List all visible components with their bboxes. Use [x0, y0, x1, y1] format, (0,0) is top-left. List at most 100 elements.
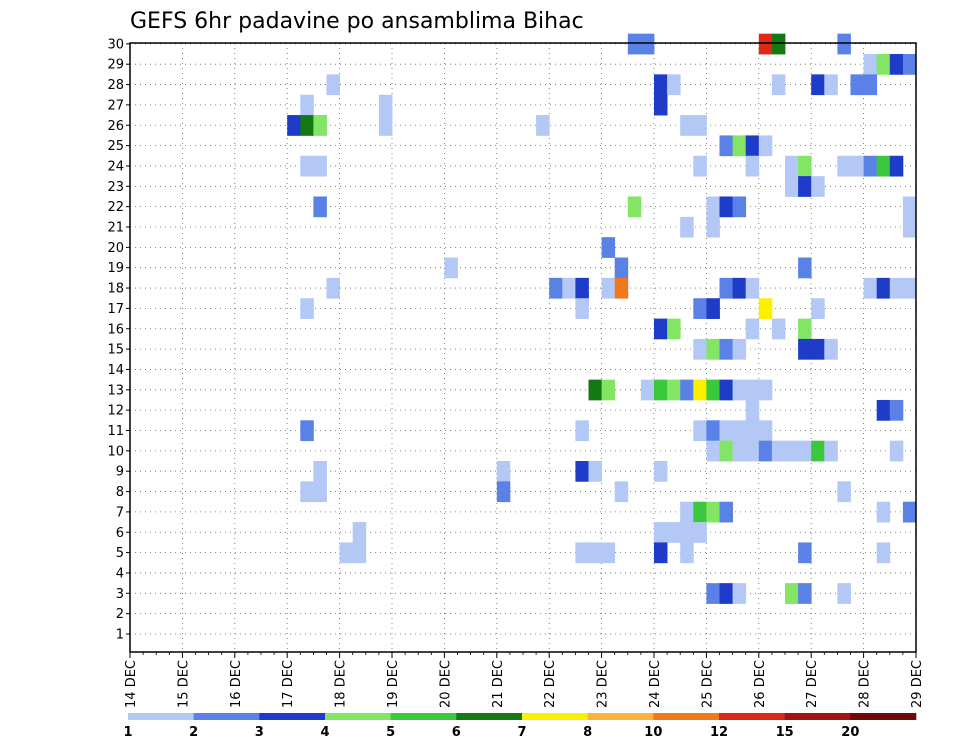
heatmap-cell: [876, 542, 891, 564]
heatmap-cell: [300, 115, 314, 136]
heatmap-cell: [876, 399, 891, 421]
x-tick-label: 25 DEC: [700, 660, 715, 708]
heatmap-cell: [785, 176, 799, 197]
heatmap-cell: [614, 481, 629, 503]
heatmap-cell: [287, 115, 301, 136]
y-tick-label: 8: [116, 485, 124, 500]
heatmap-cell: [798, 583, 812, 604]
heatmap-cell: [745, 155, 760, 177]
heatmap-cell: [588, 379, 602, 401]
heatmap-cell: [654, 461, 668, 482]
heatmap-cell: [785, 583, 799, 604]
heatmap-cell: [850, 74, 864, 96]
y-tick-label: 9: [116, 465, 124, 480]
heatmap-cell: [863, 54, 878, 75]
heatmap-cell: [300, 94, 314, 116]
colorbar-label: 3: [255, 725, 264, 740]
heatmap-cell: [745, 277, 760, 299]
y-tick-label: 15: [107, 343, 124, 358]
x-tick-label: 14 DEC: [124, 660, 139, 708]
heatmap-cell: [627, 33, 642, 55]
heatmap-cell: [601, 277, 616, 299]
heatmap-cell: [889, 277, 904, 299]
y-tick-label: 24: [107, 159, 124, 174]
y-tick-label: 26: [107, 119, 124, 134]
heatmap-cell: [758, 298, 773, 319]
heatmap-cell: [706, 196, 720, 218]
heatmap-cell: [706, 420, 720, 442]
y-tick-label: 18: [107, 282, 124, 297]
heatmap-cell: [798, 257, 812, 279]
chart-title: GEFS 6hr padavine po ansamblima Bihac: [130, 9, 584, 34]
colorbar-label: 20: [841, 725, 859, 740]
colorbar-label: 1: [123, 725, 132, 740]
colorbar-swatch: [390, 713, 457, 720]
heatmap-cell: [667, 379, 681, 401]
y-tick-label: 16: [107, 322, 124, 337]
y-tick-label: 14: [107, 363, 124, 378]
y-tick-label: 23: [107, 180, 124, 195]
y-tick-label: 7: [116, 505, 124, 520]
colorbar-label: 10: [644, 725, 662, 740]
heatmap-cell: [300, 420, 314, 442]
heatmap-cell: [719, 440, 733, 462]
x-tick-label: 16 DEC: [229, 660, 244, 708]
heatmap-cell: [902, 54, 917, 75]
heatmap-cell: [667, 74, 681, 96]
heatmap-cell: [588, 542, 602, 564]
heatmap-cell: [719, 420, 733, 442]
x-tick-label: 23 DEC: [596, 660, 611, 708]
heatmap-cell: [654, 379, 668, 401]
heatmap-cell: [824, 440, 838, 462]
heatmap-cell: [680, 216, 694, 238]
x-tick-label: 19 DEC: [386, 660, 401, 708]
y-tick-label: 27: [107, 98, 124, 113]
heatmap-cell: [785, 440, 799, 462]
heatmap-cell: [719, 338, 733, 360]
y-tick-label: 19: [107, 261, 124, 276]
heatmap-cell: [824, 338, 838, 360]
y-tick-label: 30: [107, 37, 124, 52]
heatmap-cell: [326, 277, 340, 299]
heatmap-cell: [811, 440, 825, 462]
heatmap-cell: [889, 399, 904, 421]
heatmap-cell: [706, 216, 720, 238]
heatmap-cell: [693, 501, 707, 523]
heatmap-cell: [654, 318, 668, 340]
heatmap-cell: [811, 74, 825, 96]
colorbar-swatch: [522, 713, 588, 720]
x-tick-label: 24 DEC: [648, 660, 663, 708]
heatmap-cell: [614, 277, 629, 299]
heatmap-cell: [693, 338, 707, 360]
heatmap-cell: [732, 420, 747, 442]
heatmap-cell: [719, 583, 733, 604]
heatmap-cell: [575, 461, 589, 482]
heatmap-cell: [313, 461, 327, 482]
heatmap-cell: [693, 420, 707, 442]
x-tick-label: 29 DEC: [910, 660, 925, 708]
heatmap-cell: [654, 522, 668, 543]
y-tick-label: 4: [116, 566, 124, 581]
y-tick-label: 22: [107, 200, 124, 215]
heatmap-cell: [771, 440, 786, 462]
heatmap-cell: [601, 542, 616, 564]
heatmap-cell: [889, 155, 904, 177]
heatmap-cell: [706, 379, 720, 401]
colorbar-swatch: [653, 713, 720, 720]
heatmap-cell: [444, 257, 458, 279]
y-tick-label: 2: [116, 607, 124, 622]
heatmap-cell: [719, 501, 733, 523]
colorbar-label: 7: [517, 725, 526, 740]
x-axis: 14 DEC 15 DEC 16 DEC 17 DEC 18 DEC 19 DEC 20 D…: [124, 652, 925, 708]
heatmap-cell: [876, 54, 891, 75]
heatmap-cell: [732, 379, 747, 401]
colorbar-label: 15: [776, 725, 794, 740]
x-tick-label: 28 DEC: [858, 660, 873, 708]
heatmap-cell: [798, 318, 812, 340]
heatmap-cell: [758, 33, 773, 55]
heatmap-cell: [339, 542, 354, 564]
heatmap-cell: [640, 379, 655, 401]
heatmap-cell: [706, 440, 720, 462]
heatmap-cell: [771, 318, 786, 340]
